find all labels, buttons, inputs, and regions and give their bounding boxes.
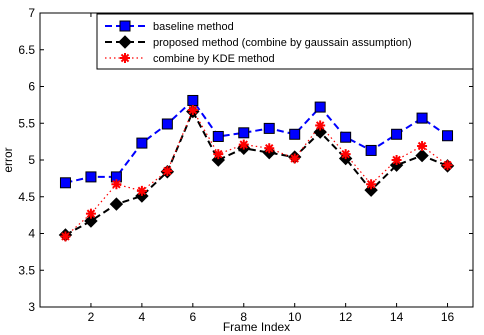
data-point xyxy=(60,231,71,242)
y-tick-label: 6.5 xyxy=(18,43,35,57)
data-point xyxy=(289,153,300,164)
data-point xyxy=(162,166,173,177)
data-point xyxy=(238,127,250,139)
data-point xyxy=(366,179,377,190)
data-point xyxy=(263,122,275,134)
data-point xyxy=(416,112,428,124)
data-point xyxy=(391,155,402,165)
series-line xyxy=(64,109,448,236)
x-tick-label: 4 xyxy=(139,310,146,324)
series-lines xyxy=(64,98,449,237)
series-line xyxy=(65,98,449,184)
data-point xyxy=(187,105,198,116)
y-tick-label: 4 xyxy=(28,227,35,241)
data-point xyxy=(85,171,97,183)
data-point xyxy=(340,131,352,143)
data-point xyxy=(213,149,224,160)
x-tick-label: 8 xyxy=(240,310,247,324)
tick-labels: 2 4 6 8 10 12 14 16 3 3.5 4 4.5 5 5.5 6 6.5 7 xyxy=(18,6,454,324)
data-point xyxy=(442,160,453,171)
legend-marker xyxy=(119,20,131,32)
legend-label: combine by KDE method xyxy=(153,53,275,65)
data-point xyxy=(264,143,275,154)
data-point xyxy=(136,185,147,196)
y-tick-label: 5.5 xyxy=(18,116,35,130)
data-point xyxy=(340,149,351,160)
data-point xyxy=(442,130,454,142)
data-point xyxy=(289,128,301,140)
x-tick-label: 2 xyxy=(88,310,95,324)
legend: baseline method proposed method (combine … xyxy=(96,13,474,70)
data-point xyxy=(417,141,428,152)
legend-label: baseline method xyxy=(153,21,234,33)
legend-label: proposed method (combine by gaussain ass… xyxy=(153,37,412,49)
data-point xyxy=(59,177,71,189)
series-line xyxy=(65,108,448,237)
data-point xyxy=(212,130,224,142)
data-point xyxy=(314,101,326,113)
y-axis-title: error xyxy=(1,147,15,172)
y-tick-label: 3.5 xyxy=(18,263,35,277)
data-point xyxy=(136,137,148,149)
x-tick-label: 10 xyxy=(288,310,302,324)
data-point xyxy=(85,208,96,219)
y-tick-label: 7 xyxy=(28,6,35,20)
data-point xyxy=(187,94,199,106)
y-tick-label: 3 xyxy=(28,300,35,314)
x-tick-label: 14 xyxy=(390,310,404,324)
data-point xyxy=(415,148,429,163)
data-point xyxy=(391,128,403,140)
legend-marker xyxy=(120,53,130,63)
data-point xyxy=(161,118,173,130)
legend-marker xyxy=(118,35,132,49)
data-point xyxy=(109,197,124,211)
y-tick-label: 6 xyxy=(28,80,35,94)
series-markers xyxy=(58,94,455,242)
x-axis-title: Frame Index xyxy=(223,320,290,334)
data-point xyxy=(238,139,249,150)
data-point xyxy=(84,214,98,228)
x-tick-label: 6 xyxy=(189,310,196,324)
data-point xyxy=(315,120,326,131)
x-tick-label: 16 xyxy=(441,310,455,324)
x-tick-label: 12 xyxy=(339,310,353,324)
y-tick-label: 4.5 xyxy=(18,190,35,204)
data-point xyxy=(365,144,377,156)
data-point xyxy=(111,179,122,190)
y-tick-label: 5 xyxy=(28,153,35,167)
legend-box xyxy=(96,13,474,70)
